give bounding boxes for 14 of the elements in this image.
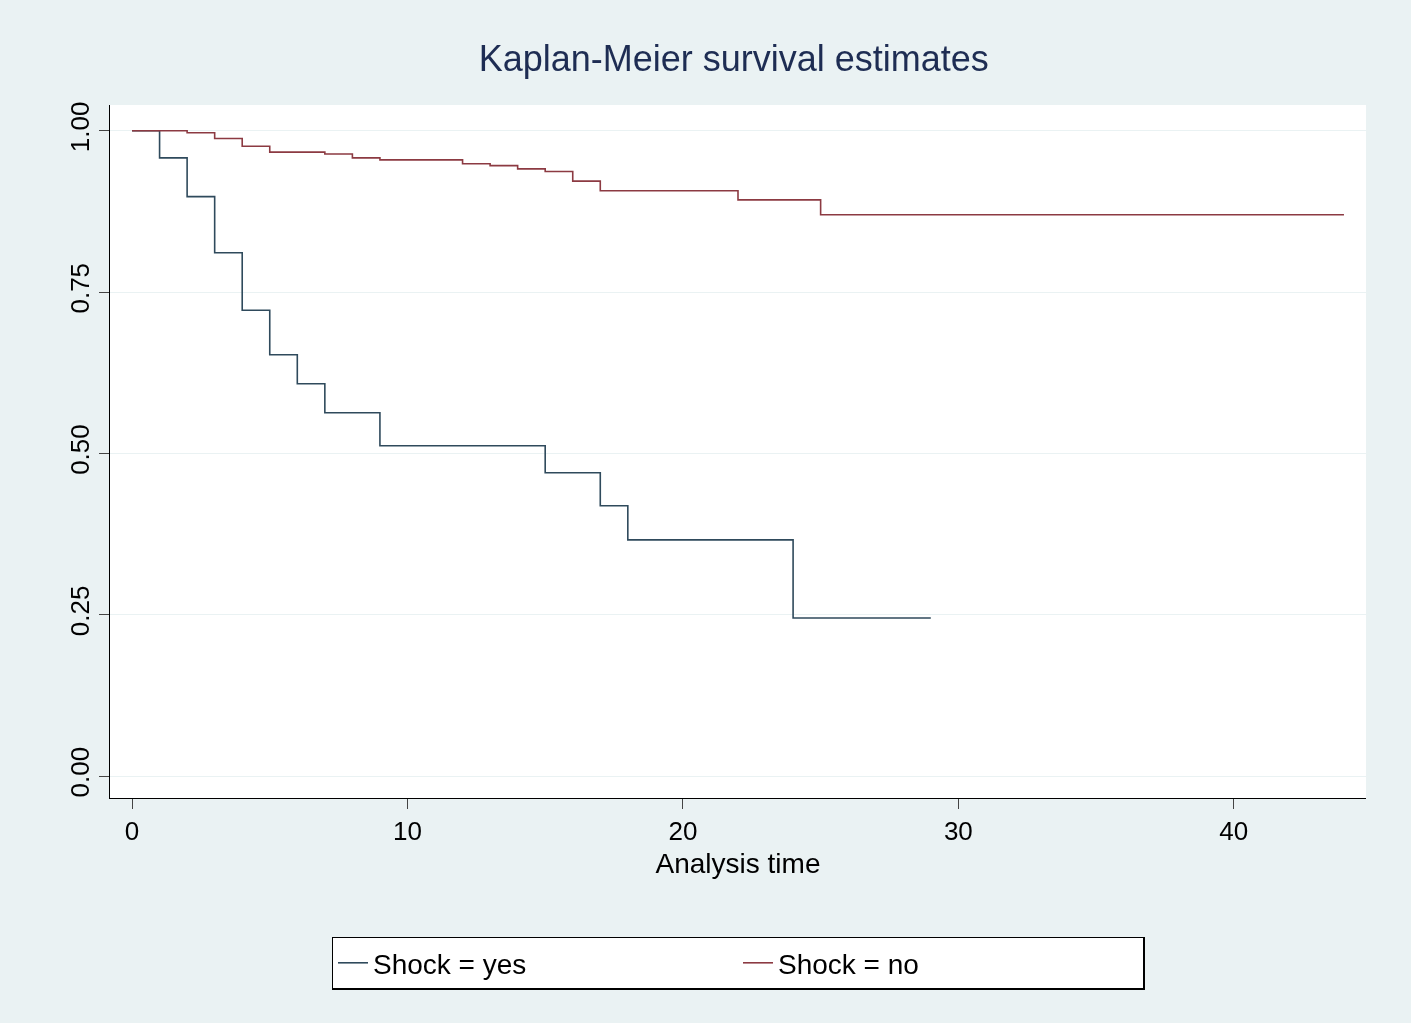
y-tick-label: 0.50 — [64, 424, 95, 475]
x-tick-label: 20 — [668, 816, 698, 847]
y-tick-label: 0.75 — [64, 262, 95, 314]
y-tick-label: 0.25 — [64, 585, 95, 637]
x-tick-label: 0 — [124, 816, 140, 847]
x-axis-title: Analysis time — [655, 848, 821, 880]
legend-label: Shock = yes — [373, 948, 527, 980]
x-tick-label: 30 — [943, 816, 973, 847]
y-tick-label: 0.00 — [64, 746, 95, 798]
legend-label: Shock = no — [778, 948, 919, 980]
y-tick-label: 1.00 — [64, 101, 95, 153]
chart-title: Kaplan-Meier survival estimates — [478, 38, 989, 80]
x-tick-label: 10 — [393, 816, 422, 847]
x-tick-label: 40 — [1219, 816, 1249, 847]
